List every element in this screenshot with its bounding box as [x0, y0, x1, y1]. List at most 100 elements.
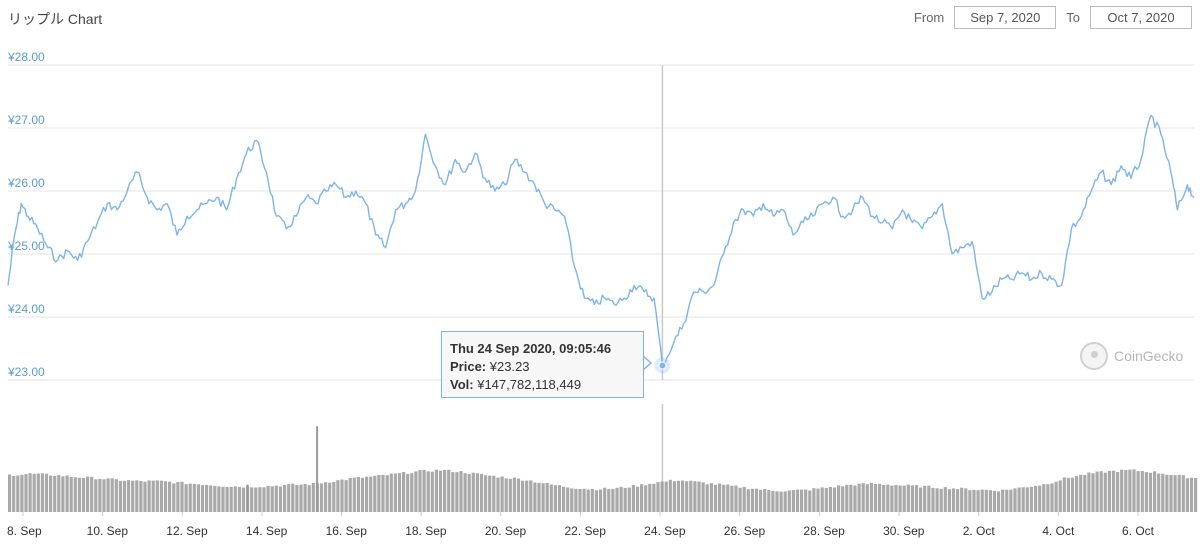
volume-bar — [135, 480, 139, 512]
volume-bar — [664, 481, 668, 512]
volume-bar — [188, 483, 192, 512]
volume-bar — [882, 484, 886, 512]
volume-bar — [159, 480, 163, 512]
x-tick-label: 22. Sep — [565, 524, 607, 538]
to-date-input[interactable]: Oct 7, 2020 — [1090, 6, 1192, 29]
volume-bar — [344, 480, 348, 512]
volume-bar — [418, 470, 422, 512]
volume-bar — [319, 483, 324, 512]
volume-bar — [250, 487, 254, 512]
volume-bar — [36, 473, 40, 512]
volume-bar — [775, 491, 779, 512]
volume-bar — [1054, 481, 1058, 512]
volume-bar — [972, 489, 976, 512]
volume-bar — [873, 484, 878, 512]
volume-bar — [410, 473, 414, 512]
volume-bar — [718, 483, 722, 512]
volume-bar — [307, 485, 311, 512]
volume-bar — [705, 484, 709, 512]
volume-bar — [754, 488, 759, 512]
volume-bar — [693, 481, 697, 512]
volume-bar — [1157, 473, 1161, 512]
volume-bar — [603, 487, 607, 512]
volume-bar — [627, 487, 631, 512]
y-tick-label: ¥24.00 — [7, 302, 45, 316]
volume-bar — [557, 485, 562, 512]
volume-bar — [697, 481, 701, 512]
volume-bar — [890, 485, 894, 512]
volume-bar — [1181, 475, 1185, 512]
volume-bar — [44, 473, 49, 512]
volume-bar — [849, 484, 853, 512]
tooltip-pointer-fill — [642, 356, 650, 370]
volume-bar — [947, 489, 951, 512]
volume-bar — [192, 483, 196, 512]
volume-bar — [254, 487, 258, 512]
volume-bar — [291, 483, 295, 512]
volume-bar — [340, 479, 344, 512]
volume-bar — [237, 486, 241, 512]
volume-bar — [389, 473, 393, 512]
watermark-text: CoinGecko — [1114, 348, 1184, 364]
volume-bar — [886, 484, 890, 512]
volume-bar — [865, 484, 869, 512]
volume-bar — [931, 487, 935, 512]
volume-bar — [406, 473, 410, 512]
volume-bar — [992, 490, 997, 512]
volume-spike-bar — [316, 426, 319, 512]
volume-bar — [935, 488, 939, 512]
volume-bar — [16, 475, 20, 512]
volume-bar — [644, 485, 648, 512]
volume-bar — [919, 487, 923, 512]
volume-bar — [434, 469, 438, 512]
volume-bar — [266, 485, 270, 512]
volume-bar — [648, 483, 652, 512]
volume-bar — [586, 489, 590, 512]
volume-bar — [1070, 477, 1075, 512]
volume-bar — [1017, 487, 1021, 512]
volume-bar — [578, 489, 582, 512]
volume-bar — [951, 488, 956, 512]
volume-bar — [1058, 480, 1062, 512]
volume-bar — [225, 487, 229, 512]
y-tick-label: ¥28.00 — [7, 50, 45, 64]
volume-bar — [455, 472, 459, 512]
volume-bar — [447, 469, 451, 512]
x-tick-label: 2. Oct — [963, 524, 996, 538]
volume-bar — [233, 486, 237, 512]
from-label: From — [913, 10, 945, 25]
volume-bar — [1021, 487, 1025, 512]
volume-bar — [623, 487, 627, 512]
volume-bar — [77, 477, 81, 512]
volume-bar — [443, 470, 447, 512]
volume-bar — [217, 486, 221, 512]
volume-bar — [57, 475, 61, 512]
volume-bar — [1169, 475, 1173, 512]
volume-bar — [1079, 474, 1083, 512]
tooltip-vol-value: ¥147,782,118,449 — [477, 377, 582, 392]
volume-bar — [1173, 475, 1177, 512]
volume-bar — [590, 489, 594, 512]
volume-bar — [106, 478, 110, 512]
volume-bar — [800, 489, 804, 512]
volume-bar — [529, 480, 533, 512]
volume-bar — [1120, 469, 1124, 512]
volume-bar — [1189, 477, 1194, 512]
volume-bar — [841, 486, 845, 512]
from-date-input[interactable]: Sep 7, 2020 — [954, 6, 1057, 29]
volume-bar — [422, 469, 426, 512]
volume-bar — [1165, 474, 1169, 512]
volume-bar — [1046, 484, 1050, 512]
volume-bar — [295, 484, 299, 512]
volume-bar — [964, 488, 968, 512]
volume-bar — [463, 473, 467, 512]
volume-bar — [512, 477, 516, 512]
volume-bar — [1107, 470, 1111, 512]
x-tick-label: 28. Sep — [803, 524, 845, 538]
volume-bar — [738, 487, 742, 512]
volume-bar — [566, 487, 570, 512]
volume-bar — [1128, 469, 1132, 512]
volume-bar — [771, 490, 775, 512]
volume-bar — [956, 489, 960, 512]
